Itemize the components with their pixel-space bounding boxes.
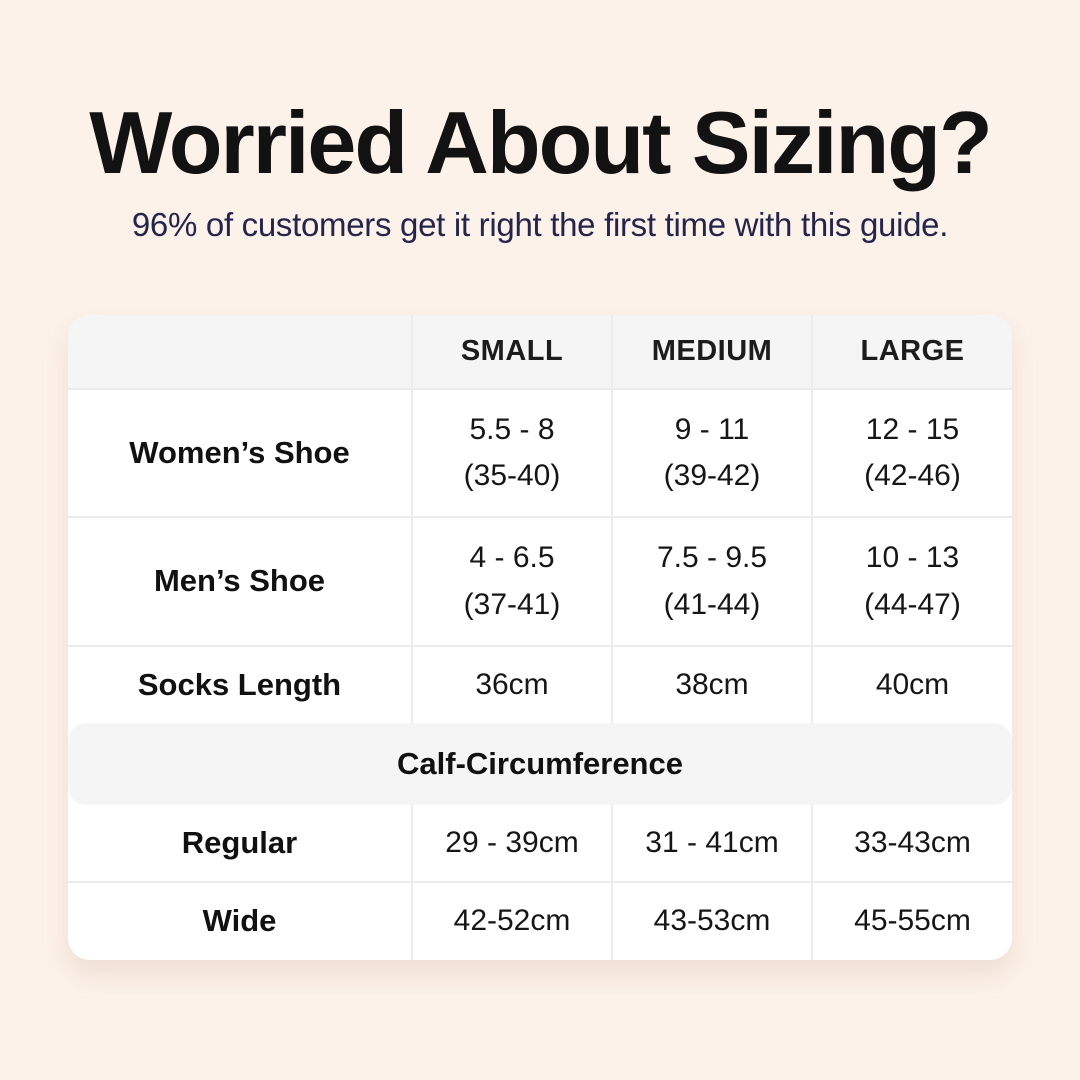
row-label-regular: Regular (68, 805, 411, 883)
size-value-eu: (37-41) (463, 587, 561, 621)
size-cell-womens-small: 5.5 - 8 (35-40) (411, 390, 611, 518)
size-cell-mens-large: 10 - 13 (44-47) (811, 518, 1012, 647)
page-subtitle: 96% of customers get it right the first … (131, 206, 949, 243)
row-label-socks-length: Socks Length (137, 666, 342, 702)
header-cell-small: SMALL (411, 315, 611, 390)
size-cell-socks-small: 36cm (411, 647, 611, 723)
page-title: Worried About Sizing? (89, 93, 992, 192)
size-value: 12 - 15 (865, 412, 960, 446)
header-cell-empty (68, 315, 411, 390)
size-cell-mens-medium: 7.5 - 9.5 (41-44) (611, 518, 811, 647)
size-cell-wide-small: 42-52cm (411, 883, 611, 960)
size-value-eu: (39-42) (663, 459, 761, 492)
size-cell-regular-large: 33-43cm (811, 805, 1012, 883)
row-label-mens-shoe: Men’s Shoe (68, 518, 411, 647)
size-value-eu: (44-47) (864, 587, 961, 621)
section-header-calf-circumference: Calf-Circumference (68, 723, 1012, 805)
size-cell-womens-large: 12 - 15 (42-46) (811, 390, 1012, 518)
size-cell-wide-large: 45-55cm (811, 883, 1012, 960)
section-header-label: Calf-Circumference (397, 746, 683, 781)
size-cell-socks-medium: 38cm (611, 647, 811, 723)
size-value: 5.5 - 8 (469, 412, 555, 446)
size-value: 10 - 13 (865, 541, 960, 574)
header-cell-large: LARGE (811, 315, 1012, 390)
size-cell-womens-medium: 9 - 11 (39-42) (611, 390, 811, 518)
size-value-eu: (41-44) (663, 587, 761, 621)
size-cell-socks-large: 40cm (811, 647, 1012, 723)
size-value: 9 - 11 (674, 412, 750, 446)
size-value: 7.5 - 9.5 (656, 541, 768, 574)
size-cell-regular-medium: 31 - 41cm (611, 805, 811, 883)
size-cell-wide-medium: 43-53cm (611, 883, 811, 960)
row-label-womens-shoe: Women’s Shoe (68, 390, 411, 518)
size-value-eu: (42-46) (864, 459, 961, 492)
size-cell-regular-small: 29 - 39cm (411, 805, 611, 883)
row-label-wide: Wide (202, 903, 277, 939)
size-cell-mens-small: 4 - 6.5 (37-41) (411, 518, 611, 647)
size-value-eu: (35-40) (463, 459, 561, 492)
size-value: 4 - 6.5 (469, 541, 555, 574)
sizing-table: SMALL MEDIUM LARGE Women’s Shoe 5.5 - 8 … (68, 315, 1012, 960)
header-cell-medium: MEDIUM (611, 315, 811, 390)
